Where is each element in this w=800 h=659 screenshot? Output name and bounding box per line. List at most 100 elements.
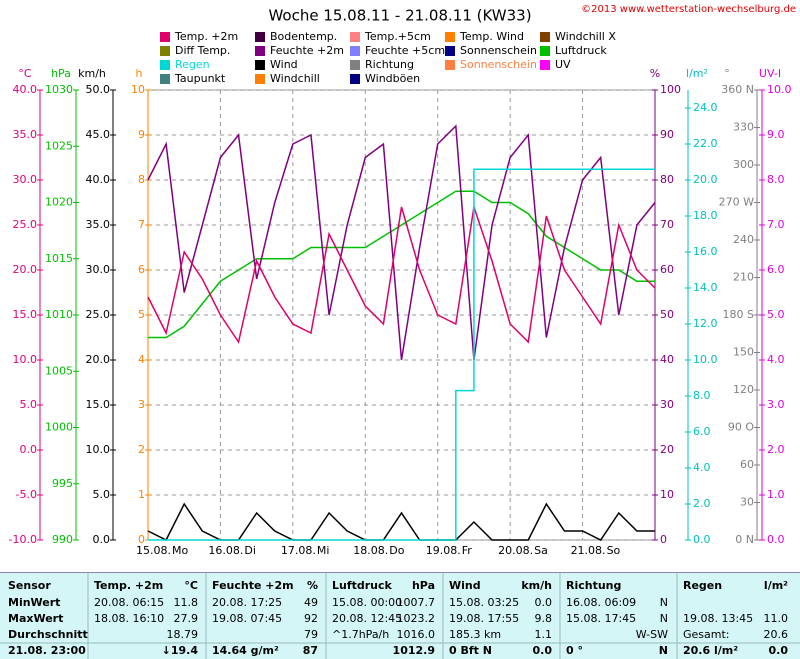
legend-swatch: [350, 32, 360, 42]
table-cell: 11.0: [764, 612, 789, 625]
tick-label: 7.0: [767, 218, 785, 231]
table-cell: hPa: [412, 579, 435, 592]
tick-label: 1025: [45, 139, 73, 152]
tick-label: 8: [138, 173, 145, 186]
table-cell: 15.08. 17:45: [566, 612, 636, 625]
legend-label: UV: [555, 58, 571, 71]
table-bg: [0, 572, 800, 659]
tick-label: 1010: [45, 308, 73, 321]
x-date-label: 15.08.: [136, 544, 171, 557]
table-cell: 9.8: [535, 612, 553, 625]
tick-label: 0.0: [20, 443, 38, 456]
legend-label: Temp. +2m: [174, 30, 238, 43]
table-cell: 15.08. 03:25: [449, 596, 519, 609]
legend-label: Sonnenschein: [460, 44, 537, 57]
tick-label: 9.0: [767, 128, 785, 141]
table-cell: 1012.9: [393, 644, 435, 657]
tick-label: 2.0: [767, 443, 785, 456]
tick-label: 10: [131, 83, 145, 96]
tick-label: 995: [52, 477, 73, 490]
x-day-label: Fr: [462, 544, 473, 557]
tick-label: 150: [733, 346, 754, 359]
table-cell: 1023.2: [397, 612, 436, 625]
table-cell: MaxWert: [8, 612, 63, 625]
legend-label: Temp.+5cm: [364, 30, 431, 43]
tick-label: 1005: [45, 364, 73, 377]
tick-label: 35.0: [86, 218, 111, 231]
table-cell: N: [660, 612, 668, 625]
tick-label: 8.0: [693, 389, 711, 402]
tick-label: 50.0: [86, 83, 111, 96]
x-date-label: 17.08.: [281, 544, 316, 557]
table-cell: Sensor: [8, 579, 51, 592]
table-border: [0, 572, 800, 573]
table-cell: MinWert: [8, 596, 60, 609]
legend-label: Taupunkt: [174, 72, 226, 85]
table-cell: Gesamt:: [683, 628, 730, 641]
x-day-label: Mo: [172, 544, 188, 557]
tick-label: 70: [660, 218, 674, 231]
table-cell: W-SW: [636, 628, 668, 641]
table-cell: 1016.0: [397, 628, 436, 641]
legend-label: Feuchte +2m: [270, 44, 344, 57]
table-cell: 0.0: [533, 644, 553, 657]
tick-label: 15.0: [86, 398, 111, 411]
tick-label: 22.0: [693, 137, 718, 150]
tick-label: 20.0: [13, 263, 38, 276]
tick-label: 0.0: [693, 533, 711, 546]
axis-unit: km/h: [78, 67, 106, 80]
table-cell: 87: [303, 644, 318, 657]
tick-label: 45.0: [86, 128, 111, 141]
legend-label: Diff Temp.: [175, 44, 230, 57]
tick-label: 180 S: [723, 308, 754, 321]
tick-label: 10: [660, 488, 674, 501]
tick-label: 5.0: [767, 308, 785, 321]
table-cell: ^1.7hPa/h: [332, 628, 389, 641]
tick-label: 300: [733, 158, 754, 171]
table-cell: 1007.7: [397, 596, 436, 609]
tick-label: 7: [138, 218, 145, 231]
table-cell: 0 °: [566, 644, 583, 657]
legend-label: Regen: [175, 58, 210, 71]
tick-label: 40: [660, 353, 674, 366]
tick-label: 6: [138, 263, 145, 276]
tick-label: 0.0: [93, 533, 111, 546]
tick-label: 50: [660, 308, 674, 321]
tick-label: 80: [660, 173, 674, 186]
table-cell: 18.08. 16:10: [94, 612, 164, 625]
table-cell: 16.08. 06:09: [566, 596, 636, 609]
table-cell: %: [307, 579, 318, 592]
legend-swatch: [255, 60, 265, 70]
x-day-label: Mi: [317, 544, 330, 557]
legend-label: Windböen: [365, 72, 420, 85]
table-cell: 79: [304, 628, 318, 641]
legend-swatch: [540, 60, 550, 70]
tick-label: 6.0: [693, 425, 711, 438]
series-line: [147, 206, 656, 344]
table-cell: 1.1: [535, 628, 553, 641]
legend-swatch: [445, 32, 455, 42]
axis-unit: °: [724, 67, 730, 80]
tick-label: 9: [138, 128, 145, 141]
tick-label: 60: [740, 458, 754, 471]
table-cell: 20.6: [764, 628, 789, 641]
legend-label: Bodentemp.: [270, 30, 337, 43]
tick-label: 5.0: [20, 398, 38, 411]
x-day-label: So: [607, 544, 621, 557]
tick-label: 30.0: [86, 263, 111, 276]
table-cell: N: [659, 644, 668, 657]
tick-label: 3: [138, 398, 145, 411]
tick-label: 330: [733, 121, 754, 134]
table-cell: 19.08. 13:45: [683, 612, 753, 625]
legend-swatch: [255, 46, 265, 56]
legend-label: Wind: [270, 58, 298, 71]
tick-label: 1000: [45, 421, 73, 434]
tick-label: 5.0: [93, 488, 111, 501]
table-cell: 19.08. 17:55: [449, 612, 519, 625]
table-cell: 0.0: [535, 596, 553, 609]
tick-label: 8.0: [767, 173, 785, 186]
tick-label: 10.0: [767, 83, 792, 96]
tick-label: 6.0: [767, 263, 785, 276]
axis-unit: %: [650, 67, 660, 80]
tick-label: 270 W: [719, 196, 754, 209]
